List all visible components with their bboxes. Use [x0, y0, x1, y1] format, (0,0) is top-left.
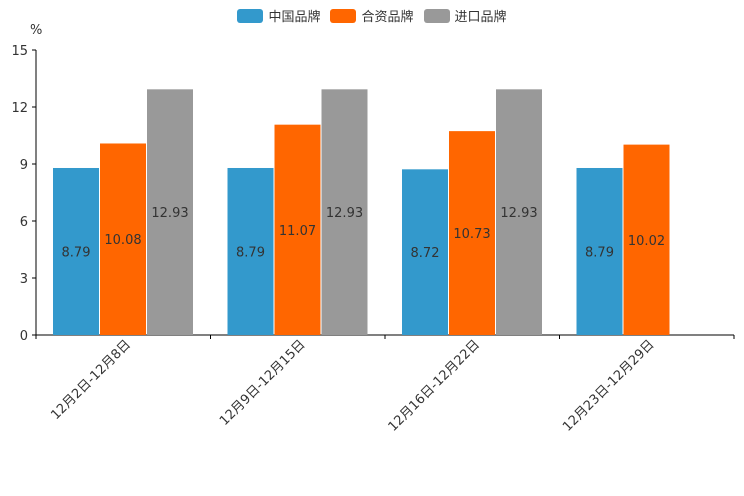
y-tick-label: 6 [20, 215, 28, 230]
x-tick-label: 12月16日-12月22日 [386, 337, 483, 434]
bar [449, 131, 495, 335]
bar [496, 89, 542, 335]
bar-value-label: 8.72 [411, 246, 440, 261]
x-tick-label: 12月9日-12月15日 [217, 337, 309, 429]
bar [576, 167, 623, 335]
bar-value-label: 8.79 [585, 245, 614, 260]
bar-value-label: 12.93 [151, 206, 188, 221]
y-tick-label: 15 [11, 44, 28, 59]
x-tick-label: 12月23日-12月29日 [560, 337, 657, 434]
bar [147, 89, 193, 335]
y-tick-label: 9 [20, 158, 28, 173]
y-tick-label: 12 [11, 101, 28, 116]
legend-label-import-brand: 进口品牌 [454, 10, 507, 25]
bar-value-label: 10.73 [453, 227, 490, 242]
x-tick-label: 12月2日-12月8日 [48, 337, 134, 423]
bar-value-label: 8.79 [62, 245, 91, 260]
legend-label-joint-venture-brand: 合资品牌 [361, 10, 414, 25]
bar-value-label: 10.02 [628, 234, 665, 249]
y-axis-unit-label: % [30, 23, 42, 38]
legend-item-joint-venture-brand[interactable]: 合资品牌 [330, 6, 414, 25]
bar [227, 167, 274, 335]
y-tick-label: 0 [20, 329, 28, 344]
bar [321, 89, 368, 335]
legend: 中国品牌 合资品牌 进口品牌 [0, 6, 744, 25]
y-tick-label: 3 [20, 272, 28, 287]
legend-swatch-import-brand [423, 8, 450, 23]
legend-item-import-brand[interactable]: 进口品牌 [423, 6, 507, 25]
bar-value-label: 12.93 [326, 206, 363, 221]
legend-label-china-brand: 中国品牌 [268, 10, 321, 25]
bar-value-label: 12.93 [500, 206, 537, 221]
bar [274, 124, 321, 335]
legend-swatch-joint-venture-brand [330, 8, 357, 23]
legend-item-china-brand[interactable]: 中国品牌 [237, 6, 320, 25]
bar-value-label: 10.08 [104, 233, 141, 248]
bar [53, 167, 99, 335]
bar [623, 144, 670, 335]
legend-swatch-china-brand [237, 8, 264, 23]
bar-value-label: 11.07 [279, 224, 316, 239]
bar-value-label: 8.79 [236, 245, 265, 260]
bar [402, 169, 448, 335]
bar [100, 143, 146, 335]
